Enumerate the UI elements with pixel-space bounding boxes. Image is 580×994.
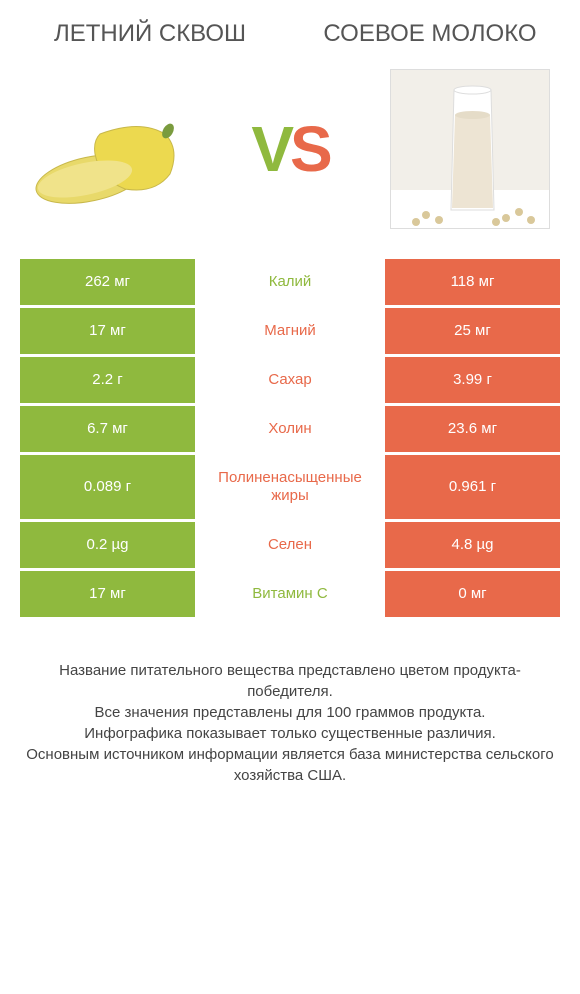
left-product-image	[30, 69, 190, 229]
nutrient-label: Сахар	[195, 357, 385, 403]
footer-notes: Название питательного вещества представл…	[0, 620, 580, 786]
right-value: 25 мг	[385, 308, 560, 354]
right-value: 4.8 µg	[385, 522, 560, 568]
right-value: 0 мг	[385, 571, 560, 617]
vs-v: V	[251, 113, 290, 185]
images-row: VS	[0, 59, 580, 259]
nutrient-label: Витамин C	[195, 571, 385, 617]
squash-icon	[30, 79, 190, 219]
left-value: 0.2 µg	[20, 522, 195, 568]
table-row: 0.2 µgСелен4.8 µg	[20, 522, 560, 568]
right-product-title: СОЕВОЕ МОЛОКО	[320, 20, 540, 49]
left-value: 17 мг	[20, 308, 195, 354]
comparison-table: 262 мгКалий118 мг17 мгМагний25 мг2.2 гСа…	[0, 259, 580, 617]
table-row: 0.089 гПолиненасыщенные жиры0.961 г	[20, 455, 560, 519]
nutrient-label: Холин	[195, 406, 385, 452]
right-product-image	[390, 69, 550, 229]
nutrient-label: Магний	[195, 308, 385, 354]
table-row: 262 мгКалий118 мг	[20, 259, 560, 305]
right-value: 23.6 мг	[385, 406, 560, 452]
table-row: 2.2 гСахар3.99 г	[20, 357, 560, 403]
footer-line: Название питательного вещества представл…	[20, 660, 560, 702]
table-row: 17 мгМагний25 мг	[20, 308, 560, 354]
left-value: 0.089 г	[20, 455, 195, 519]
nutrient-label: Полиненасыщенные жиры	[195, 455, 385, 519]
right-value: 118 мг	[385, 259, 560, 305]
nutrient-label: Калий	[195, 259, 385, 305]
left-value: 262 мг	[20, 259, 195, 305]
vs-label: VS	[251, 112, 328, 186]
left-value: 6.7 мг	[20, 406, 195, 452]
table-row: 17 мгВитамин C0 мг	[20, 571, 560, 617]
left-value: 17 мг	[20, 571, 195, 617]
footer-line: Основным источником информации является …	[20, 744, 560, 786]
milk-icon	[390, 69, 550, 229]
header: ЛЕТНИЙ СКВОШ СОЕВОЕ МОЛОКО	[0, 0, 580, 59]
footer-line: Все значения представлены для 100 граммо…	[20, 702, 560, 723]
right-value: 3.99 г	[385, 357, 560, 403]
left-product-title: ЛЕТНИЙ СКВОШ	[40, 20, 260, 49]
table-row: 6.7 мгХолин23.6 мг	[20, 406, 560, 452]
vs-s: S	[290, 113, 329, 185]
left-value: 2.2 г	[20, 357, 195, 403]
nutrient-label: Селен	[195, 522, 385, 568]
right-value: 0.961 г	[385, 455, 560, 519]
footer-line: Инфографика показывает только существенн…	[20, 723, 560, 744]
